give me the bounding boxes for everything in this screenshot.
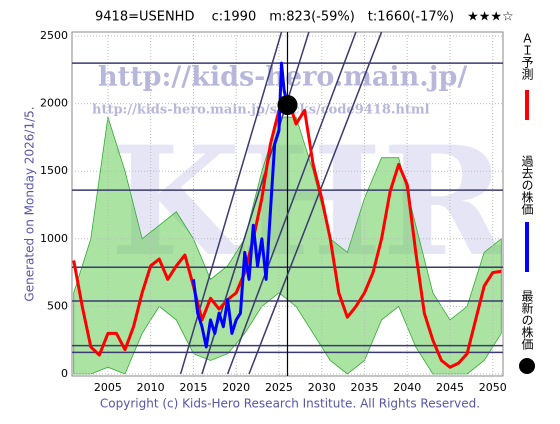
series-line	[191, 61, 289, 349]
y-tick-label: 1500	[40, 164, 68, 177]
x-tick-label: 2020	[222, 381, 250, 394]
latest-price	[277, 94, 298, 115]
y-tick-label: 1000	[40, 232, 68, 245]
y-tick-label: 2500	[40, 29, 68, 42]
x-tick-label: 2040	[393, 381, 421, 394]
x-tick-label: 2005	[94, 381, 122, 394]
y-tick-label: 2000	[40, 97, 68, 110]
y-tick-label: 0	[61, 367, 68, 380]
y-tick-label: 500	[47, 299, 68, 312]
copyright: Copyright (c) Kids-Hero Research Institu…	[100, 397, 480, 411]
x-tick-label: 2015	[179, 381, 207, 394]
legend-label: 過去の株価	[520, 155, 534, 215]
chart-title: 9418=USENHD c:1990 m:823(-59%) t:1660(-1…	[95, 10, 514, 25]
x-tick-label: 2045	[436, 381, 464, 394]
x-tick-label: 2025	[265, 381, 293, 394]
x-tick-label: 2035	[350, 381, 378, 394]
trend-line	[248, 32, 383, 375]
generated-note: Generated on Monday 2026/1/5.	[23, 106, 37, 301]
legend-label: ＡＩ予測	[520, 32, 534, 81]
x-tick-label: 2050	[479, 381, 507, 394]
plot: KHRIhttp://kids-hero.main.jp/http://kids…	[72, 32, 503, 376]
legend-swatch	[519, 358, 535, 374]
x-tick-label: 2010	[137, 381, 165, 394]
legend-label: 最新の株価	[520, 290, 534, 350]
x-tick-label: 2030	[308, 381, 336, 394]
trend-line	[226, 32, 357, 375]
watermark: http://kids-hero.main.jp/stocks/code9418…	[92, 103, 430, 118]
